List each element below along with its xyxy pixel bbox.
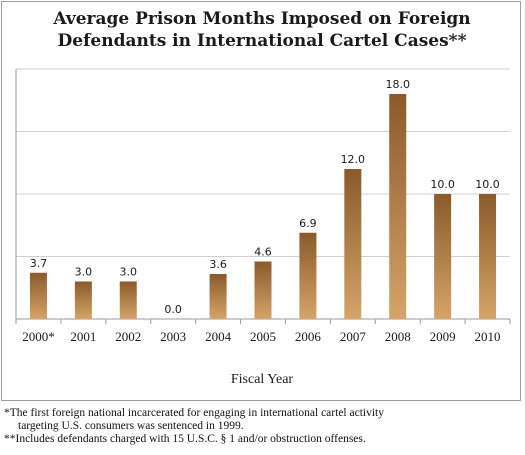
bar-2004 — [209, 274, 227, 319]
footnotes: *The first foreign national incarcerated… — [4, 407, 522, 446]
bar-2010 — [479, 194, 497, 319]
bar-2000 — [29, 272, 47, 319]
chart-title-line-2: Defendants in International Cartel Cases… — [57, 31, 467, 51]
data-label: 0.0 — [164, 303, 182, 316]
data-label: 12.0 — [341, 153, 366, 166]
data-label: 3.7 — [30, 257, 48, 270]
data-label: 6.9 — [299, 217, 317, 230]
data-label: 10.0 — [430, 178, 455, 191]
chart-title-line-1: Average Prison Months Imposed on Foreign — [53, 9, 471, 29]
bar-2009 — [434, 194, 452, 319]
data-label: 3.0 — [120, 266, 138, 279]
data-label: 3.6 — [209, 258, 227, 271]
footnote-1-continued: targeting U.S. consumers was sentenced i… — [18, 420, 244, 432]
footnote-2: **Includes defendants charged with 15 U.… — [4, 433, 366, 445]
x-tick-label: 2002 — [115, 329, 141, 344]
chart-title: Average Prison Months Imposed on Foreign… — [2, 8, 522, 52]
data-label: 4.6 — [254, 246, 272, 259]
bar-2008 — [389, 94, 407, 319]
footnote-1: *The first foreign national incarcerated… — [4, 407, 384, 419]
data-label: 18.0 — [385, 78, 410, 91]
x-tick-label: 2007 — [340, 329, 367, 344]
x-tick-label: 2003 — [160, 329, 186, 344]
x-tick-label: 2009 — [430, 329, 456, 344]
bar-2007 — [344, 169, 362, 319]
x-tick-label: 2001 — [70, 329, 96, 344]
x-tick-label: 2008 — [385, 329, 411, 344]
bar-2001 — [74, 281, 92, 319]
data-label: 10.0 — [475, 178, 500, 191]
bar-chart: 3.7 3.0 3.0 0.0 3.6 4.6 6.9 12.0 18.0 10.0 10.0 20… — [15, 68, 511, 387]
x-axis-title: Fiscal Year — [231, 372, 294, 387]
bar-2006 — [299, 232, 317, 319]
bar-2005 — [254, 261, 272, 319]
x-tick-label: 2005 — [250, 329, 276, 344]
x-tick-label: 2006 — [295, 329, 322, 344]
x-tick-label: 2010 — [475, 329, 501, 344]
chart-frame: Average Prison Months Imposed on Foreign… — [1, 1, 521, 401]
x-tick-label: 2004 — [205, 329, 232, 344]
bar-2002 — [119, 281, 137, 319]
data-label: 3.0 — [75, 266, 93, 279]
x-tick-label: 2000* — [22, 329, 55, 344]
